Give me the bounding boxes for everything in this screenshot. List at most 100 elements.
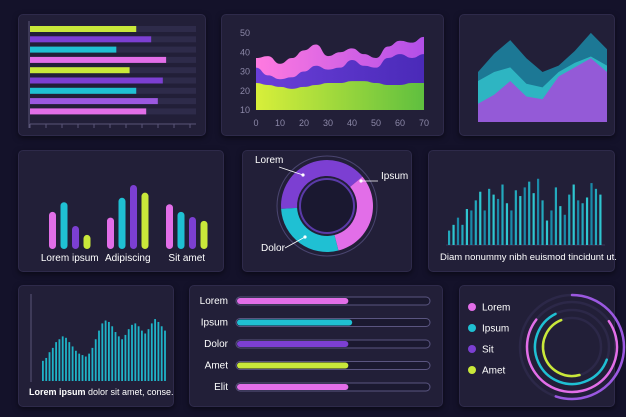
p7-bar bbox=[117, 336, 120, 381]
p7-bar bbox=[58, 339, 61, 381]
p7-bar bbox=[71, 346, 74, 381]
thin-bars-chart bbox=[446, 178, 605, 246]
p9-legend-dot bbox=[468, 303, 476, 311]
p1-bar bbox=[30, 108, 147, 115]
p7-bar bbox=[81, 355, 84, 381]
area-chart-panel: 50 40 30 20 10 0 10 20 30 40 50 60 70 bbox=[221, 14, 444, 136]
horizontal-bars-chart bbox=[28, 21, 196, 128]
p4-bar bbox=[49, 211, 56, 249]
p5-slice bbox=[281, 207, 339, 252]
p7-bar bbox=[121, 339, 123, 381]
p7-bar bbox=[131, 324, 133, 381]
p6-bar bbox=[519, 196, 522, 245]
p7-bar bbox=[68, 342, 71, 381]
p9-legend-dot bbox=[468, 324, 476, 332]
p6-bar bbox=[505, 203, 509, 245]
horizontal-bars-panel bbox=[18, 14, 206, 136]
p7-bar bbox=[150, 323, 153, 381]
p7-bar bbox=[104, 320, 107, 381]
p6-bar bbox=[545, 220, 549, 245]
p7-bar bbox=[111, 326, 114, 381]
p6-bar bbox=[461, 224, 464, 245]
p6-bar bbox=[554, 187, 557, 245]
p9-legend-label: Ipsum bbox=[482, 324, 509, 335]
p5-leader bbox=[284, 236, 306, 249]
p4-bar bbox=[118, 197, 126, 249]
p1-bar bbox=[30, 67, 130, 74]
p7-bar bbox=[78, 353, 81, 381]
p6-bar bbox=[483, 210, 486, 245]
p5-slice bbox=[334, 176, 373, 251]
p9-ring bbox=[533, 308, 611, 386]
p7-bar bbox=[124, 334, 127, 381]
p7-bar bbox=[134, 323, 137, 381]
p9-legend-label: Lorem bbox=[482, 303, 510, 314]
p7-bar bbox=[101, 323, 104, 381]
p8-label: Elit bbox=[214, 382, 228, 393]
radial-rings-chart: Lorem Ipsum Sit Amet bbox=[468, 293, 626, 401]
p5-leader-dot bbox=[301, 173, 305, 177]
p4-bar bbox=[177, 211, 185, 249]
p6-bar bbox=[501, 184, 504, 245]
progress-bars-panel: Lorem Ipsum Dolor Amet Elit bbox=[189, 285, 443, 407]
p2-y-tick: 40 bbox=[240, 47, 250, 57]
p7-bar bbox=[84, 356, 87, 381]
p6-bar bbox=[541, 200, 544, 245]
p9-ring bbox=[525, 300, 619, 394]
p6-bar bbox=[479, 191, 482, 245]
progress-bars-chart: Lorem Ipsum Dolor Amet Elit bbox=[200, 296, 431, 393]
p1-bar bbox=[30, 77, 163, 84]
donut-panel: Lorem Ipsum Dolor bbox=[242, 150, 412, 272]
p9-legend-dot bbox=[468, 345, 476, 353]
thin-bars-panel: Diam nonummy nibh euismod tincidunt ut. bbox=[428, 150, 617, 272]
thin-bars-caption: Diam nonummy nibh euismod tincidunt ut. bbox=[440, 252, 617, 263]
p6-bar bbox=[474, 200, 477, 245]
p6-bar bbox=[594, 188, 598, 245]
p9-legend-label: Sit bbox=[482, 345, 494, 356]
p2-y-tick: 20 bbox=[240, 86, 250, 96]
p6-bar bbox=[563, 214, 566, 245]
p8-bar bbox=[237, 384, 349, 390]
p7-bar bbox=[157, 321, 160, 381]
p6-bar bbox=[510, 210, 513, 245]
p6-bar bbox=[452, 224, 455, 245]
p2-y-tick: 30 bbox=[240, 67, 250, 77]
p5-slice-label: Dolor bbox=[261, 243, 286, 254]
p8-bar bbox=[237, 298, 349, 304]
p6-bar bbox=[523, 187, 526, 245]
p1-bar bbox=[30, 46, 117, 53]
p6-bar bbox=[528, 181, 531, 245]
p5-outer-ring bbox=[276, 155, 378, 257]
p4-bar bbox=[130, 185, 137, 249]
p7-bar bbox=[88, 353, 90, 381]
p7-bar bbox=[42, 360, 44, 381]
wave-bars-caption-bold: Lorem ipsum bbox=[29, 387, 86, 397]
p9-ring bbox=[518, 293, 626, 401]
p6-bar bbox=[456, 217, 460, 245]
p7-bar bbox=[137, 326, 140, 381]
p7-bar bbox=[45, 357, 48, 381]
p7-bar bbox=[147, 329, 150, 381]
p1-bar bbox=[30, 98, 158, 105]
p8-bar bbox=[237, 319, 353, 326]
p7-bar bbox=[127, 329, 130, 381]
p7-bar bbox=[75, 350, 77, 381]
p4-bar bbox=[189, 217, 196, 249]
p6-bar bbox=[550, 210, 553, 245]
p2-x-tick: 0 bbox=[253, 118, 258, 128]
p1-bar bbox=[30, 87, 137, 94]
p2-area-lime bbox=[256, 81, 424, 110]
p8-bar bbox=[237, 341, 349, 347]
p5-slice bbox=[281, 160, 363, 209]
p8-label: Amet bbox=[205, 361, 229, 372]
wave-bars-caption-rest: dolor sit amet, conse. bbox=[85, 387, 174, 397]
p6-bar bbox=[532, 193, 535, 245]
mountain-area-panel bbox=[459, 14, 615, 136]
p8-label: Dolor bbox=[204, 339, 229, 350]
p5-leader-dot bbox=[303, 235, 307, 239]
p4-bar bbox=[107, 217, 114, 249]
p3-area-violet bbox=[478, 58, 607, 122]
p6-bar bbox=[590, 183, 593, 245]
p4-bar bbox=[60, 202, 68, 249]
